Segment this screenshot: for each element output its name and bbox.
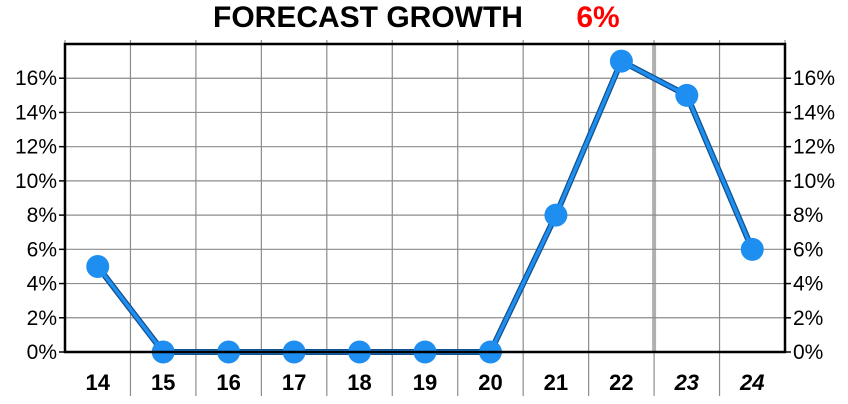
y-tick-label-right: 12% — [793, 136, 835, 159]
series-line — [86, 49, 764, 364]
y-tick-label-left: 12% — [15, 136, 57, 159]
y-tick-label-right: 6% — [793, 238, 823, 261]
chart-title: FORECAST GROWTH — [213, 1, 523, 34]
y-tick-label-left: 10% — [15, 170, 57, 193]
data-point-22 — [609, 49, 633, 73]
data-point-21 — [544, 203, 568, 227]
x-tick-label: 19 — [413, 370, 437, 395]
data-point-23 — [675, 83, 699, 107]
y-tick-label-left: 8% — [27, 204, 57, 227]
data-point-14 — [86, 254, 110, 278]
y-tick-label-left: 2% — [27, 307, 57, 330]
chart-title-value: 6% — [576, 1, 619, 34]
x-tick-label: 18 — [347, 370, 371, 395]
plot-area-frame — [63, 42, 787, 354]
data-point-24 — [740, 237, 764, 261]
y-tick-label-left: 14% — [15, 101, 57, 124]
x-tick-label: 23 — [674, 370, 699, 395]
y-tick-label-right: 0% — [793, 341, 823, 364]
y-tick-label-right: 14% — [793, 101, 835, 124]
x-tick-label: 14 — [85, 370, 110, 395]
y-tick-label-left: 6% — [27, 238, 57, 261]
x-tick-label: 21 — [544, 370, 568, 395]
y-tick-label-left: 0% — [27, 341, 57, 364]
x-tick-labels: 14 15 16 17 18 19 20 21 22 23 24 — [85, 370, 764, 395]
y-tick-labels: 0% 0% 2% 2% 4% 4% 6% 6% 8% 8% 10% 10% 12% 12% 14% 14% 16… — [15, 67, 835, 364]
x-tick-label: 16 — [216, 370, 240, 395]
x-tick-label: 24 — [739, 370, 764, 395]
y-tick-label-left: 16% — [15, 67, 57, 90]
x-tick-label: 20 — [478, 370, 502, 395]
x-tick-label: 15 — [151, 370, 175, 395]
x-tick-label: 17 — [282, 370, 306, 395]
y-tick-label-left: 4% — [27, 273, 57, 296]
y-tick-label-right: 4% — [793, 273, 823, 296]
x-tick-label: 22 — [609, 370, 633, 395]
y-tick-label-right: 2% — [793, 307, 823, 330]
y-tick-label-right: 8% — [793, 204, 823, 227]
y-tick-label-right: 10% — [793, 170, 835, 193]
y-tick-label-right: 16% — [793, 67, 835, 90]
